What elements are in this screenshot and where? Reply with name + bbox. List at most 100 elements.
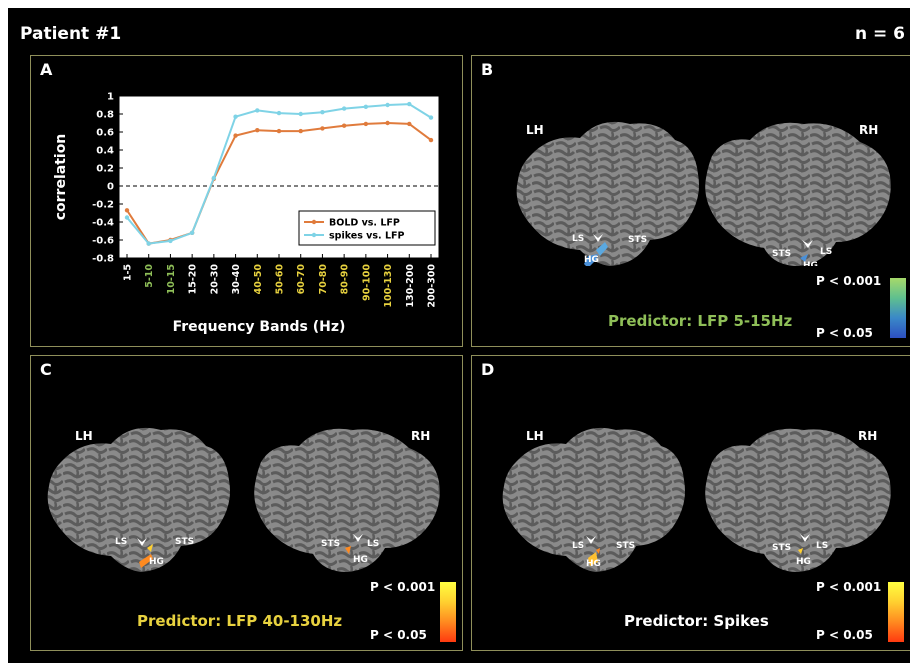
data-point bbox=[233, 133, 238, 138]
colorbar bbox=[890, 278, 906, 338]
right-hemisphere-brain: STS LS HG bbox=[705, 428, 891, 572]
data-point bbox=[189, 230, 195, 235]
legend-marker bbox=[311, 232, 317, 238]
ls-label: LS bbox=[572, 234, 584, 244]
left-hemisphere-brain: LS HG STS bbox=[47, 427, 230, 572]
hg-label: HG bbox=[584, 255, 599, 265]
y-tick-label: -0.4 bbox=[92, 218, 114, 229]
predictor-label: Predictor: Spikes bbox=[624, 612, 769, 630]
left-hemisphere-label: LH bbox=[526, 429, 544, 443]
colorbar bbox=[888, 582, 904, 642]
y-tick-label: -0.2 bbox=[92, 200, 114, 211]
data-point bbox=[385, 102, 390, 108]
sts-label: STS bbox=[321, 539, 340, 549]
x-tick-label: 30-40 bbox=[231, 264, 242, 295]
hg-label: HG bbox=[803, 261, 818, 266]
x-tick-label: 70-80 bbox=[318, 264, 329, 295]
ls-label: LS bbox=[820, 247, 832, 257]
sts-label: STS bbox=[772, 543, 791, 553]
x-tick-label: 10-15 bbox=[166, 264, 177, 294]
panel-a: A 1 0.8 0.6 0.4 0.2 0 -0.2 -0.4 -0.6 -0.8 1-5 5-10 1… bbox=[30, 55, 463, 347]
legend-label: BOLD vs. LFP bbox=[329, 218, 400, 229]
panel-letter: D bbox=[481, 360, 495, 379]
data-point bbox=[428, 137, 434, 143]
left-hemisphere-label: LH bbox=[526, 123, 544, 137]
data-point bbox=[320, 110, 325, 115]
predictor-label: Predictor: LFP 5-15Hz bbox=[608, 312, 793, 330]
panel-d: D LH RH LS HG STS STS LS HG Predictor: S… bbox=[471, 355, 910, 651]
right-hemisphere-brain: STS LS HG bbox=[254, 428, 440, 572]
y-axis-title: correlation bbox=[53, 134, 69, 221]
hg-label: HG bbox=[796, 557, 811, 567]
sts-label: STS bbox=[628, 235, 647, 245]
x-tick-label: 130-200 bbox=[405, 264, 416, 308]
ls-label: LS bbox=[115, 537, 127, 547]
data-point bbox=[341, 123, 347, 128]
sts-label: STS bbox=[175, 537, 194, 547]
x-tick-label: 90-100 bbox=[361, 264, 372, 301]
x-tick-label: 15-20 bbox=[188, 264, 199, 295]
panel-c: C LH RH LS HG STS STS LS HG Predictor: L… bbox=[30, 355, 463, 651]
figure-title: Patient #1 bbox=[20, 24, 122, 44]
panel-letter: B bbox=[481, 60, 494, 79]
right-hemisphere-label: RH bbox=[859, 123, 879, 137]
x-tick-label: 60-70 bbox=[296, 264, 307, 295]
y-tick-label: 0.4 bbox=[96, 146, 114, 157]
x-tick-label: 1-5 bbox=[123, 264, 134, 281]
data-point bbox=[428, 115, 434, 120]
p-low-label: P < 0.05 bbox=[816, 326, 873, 340]
data-point bbox=[407, 121, 412, 127]
panel-b: B LH RH LS HG STS STS LS HG Predictor: L… bbox=[471, 55, 910, 347]
data-point bbox=[146, 241, 151, 246]
y-tick-label: 0.6 bbox=[96, 128, 114, 139]
data-point bbox=[255, 128, 260, 133]
p-low-label: P < 0.05 bbox=[370, 628, 427, 642]
hg-label: HG bbox=[149, 557, 164, 567]
panel-letter: A bbox=[40, 60, 53, 79]
data-point bbox=[124, 208, 130, 213]
x-tick-label: 5-10 bbox=[144, 264, 155, 288]
legend-marker bbox=[311, 219, 317, 225]
panel-letter: C bbox=[40, 360, 52, 379]
x-tick-label: 50-60 bbox=[275, 264, 286, 295]
predictor-label: Predictor: LFP 40-130Hz bbox=[137, 612, 343, 630]
data-point bbox=[363, 121, 369, 127]
data-point bbox=[124, 215, 130, 220]
data-point bbox=[211, 175, 217, 181]
data-point bbox=[341, 106, 347, 111]
figure: Patient #1 n = 6 A 1 0.8 0.6 0.4 0.2 0 -0.2 -0.… bbox=[8, 8, 910, 663]
data-point bbox=[298, 128, 303, 134]
left-hemisphere-label: LH bbox=[75, 429, 93, 443]
correlation-chart: 1 0.8 0.6 0.4 0.2 0 -0.2 -0.4 -0.6 -0.8 1-5 5-10 10-… bbox=[53, 92, 440, 335]
data-point bbox=[407, 101, 412, 107]
right-hemisphere-label: RH bbox=[411, 429, 431, 443]
right-hemisphere-brain: STS LS HG bbox=[705, 122, 891, 266]
colorbar bbox=[440, 582, 456, 642]
y-tick-label: 0 bbox=[107, 182, 114, 193]
p-high-label: P < 0.001 bbox=[816, 274, 882, 288]
p-high-label: P < 0.001 bbox=[370, 580, 436, 594]
hg-label: HG bbox=[586, 559, 601, 569]
x-tick-label: 80-90 bbox=[340, 264, 351, 295]
hg-label: HG bbox=[353, 555, 368, 565]
y-tick-label: 1 bbox=[107, 92, 114, 103]
legend-box bbox=[298, 210, 436, 246]
sts-label: STS bbox=[772, 249, 791, 259]
sts-label: STS bbox=[616, 541, 635, 551]
ls-label: LS bbox=[367, 539, 379, 549]
y-tick-label: -0.8 bbox=[92, 254, 114, 265]
ls-label: LS bbox=[572, 541, 584, 551]
data-point bbox=[298, 111, 303, 117]
data-point bbox=[276, 128, 282, 134]
data-point bbox=[233, 114, 238, 119]
data-point bbox=[276, 110, 282, 116]
y-tick-label: -0.6 bbox=[92, 236, 114, 247]
right-hemisphere-label: RH bbox=[858, 429, 878, 443]
left-hemisphere-brain: LS HG STS bbox=[516, 121, 699, 266]
x-tick-label: 40-50 bbox=[253, 264, 264, 295]
x-tick-label: 20-30 bbox=[209, 264, 220, 295]
data-point bbox=[385, 120, 390, 126]
sample-size-label: n = 6 bbox=[854, 24, 905, 44]
x-tick-label: 200-300 bbox=[427, 264, 438, 308]
data-point bbox=[168, 238, 173, 244]
